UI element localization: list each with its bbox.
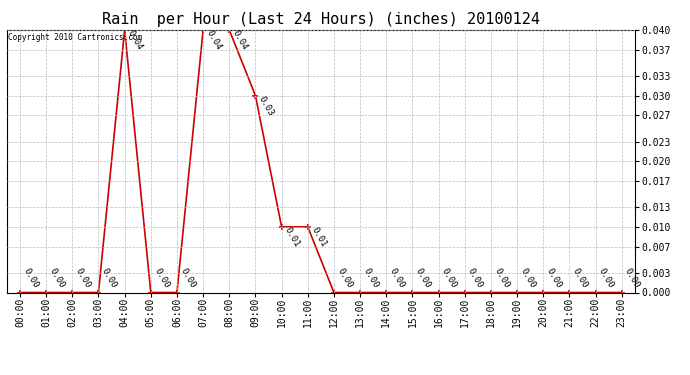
Text: 0.00: 0.00 [414, 267, 433, 290]
Text: 0.00: 0.00 [440, 267, 459, 290]
Text: 0.00: 0.00 [152, 267, 170, 290]
Text: 0.00: 0.00 [623, 267, 642, 290]
Text: 0.04: 0.04 [126, 28, 145, 52]
Text: 0.00: 0.00 [544, 267, 563, 290]
Text: 0.03: 0.03 [257, 94, 275, 117]
Text: 0.00: 0.00 [178, 267, 197, 290]
Text: 0.00: 0.00 [518, 267, 537, 290]
Text: 0.04: 0.04 [204, 28, 223, 52]
Text: Copyright 2010 Cartronics.com: Copyright 2010 Cartronics.com [8, 33, 142, 42]
Text: 0.00: 0.00 [74, 267, 92, 290]
Text: 0.01: 0.01 [283, 225, 302, 249]
Text: 0.00: 0.00 [597, 267, 615, 290]
Text: 0.00: 0.00 [492, 267, 511, 290]
Text: 0.00: 0.00 [21, 267, 40, 290]
Text: 0.00: 0.00 [100, 267, 119, 290]
Text: 0.04: 0.04 [230, 28, 249, 52]
Text: 0.00: 0.00 [466, 267, 484, 290]
Text: 0.01: 0.01 [309, 225, 328, 249]
Text: 0.00: 0.00 [48, 267, 66, 290]
Text: 0.00: 0.00 [571, 267, 589, 290]
Title: Rain  per Hour (Last 24 Hours) (inches) 20100124: Rain per Hour (Last 24 Hours) (inches) 2… [102, 12, 540, 27]
Text: 0.00: 0.00 [335, 267, 354, 290]
Text: 0.00: 0.00 [362, 267, 380, 290]
Text: 0.00: 0.00 [388, 267, 406, 290]
